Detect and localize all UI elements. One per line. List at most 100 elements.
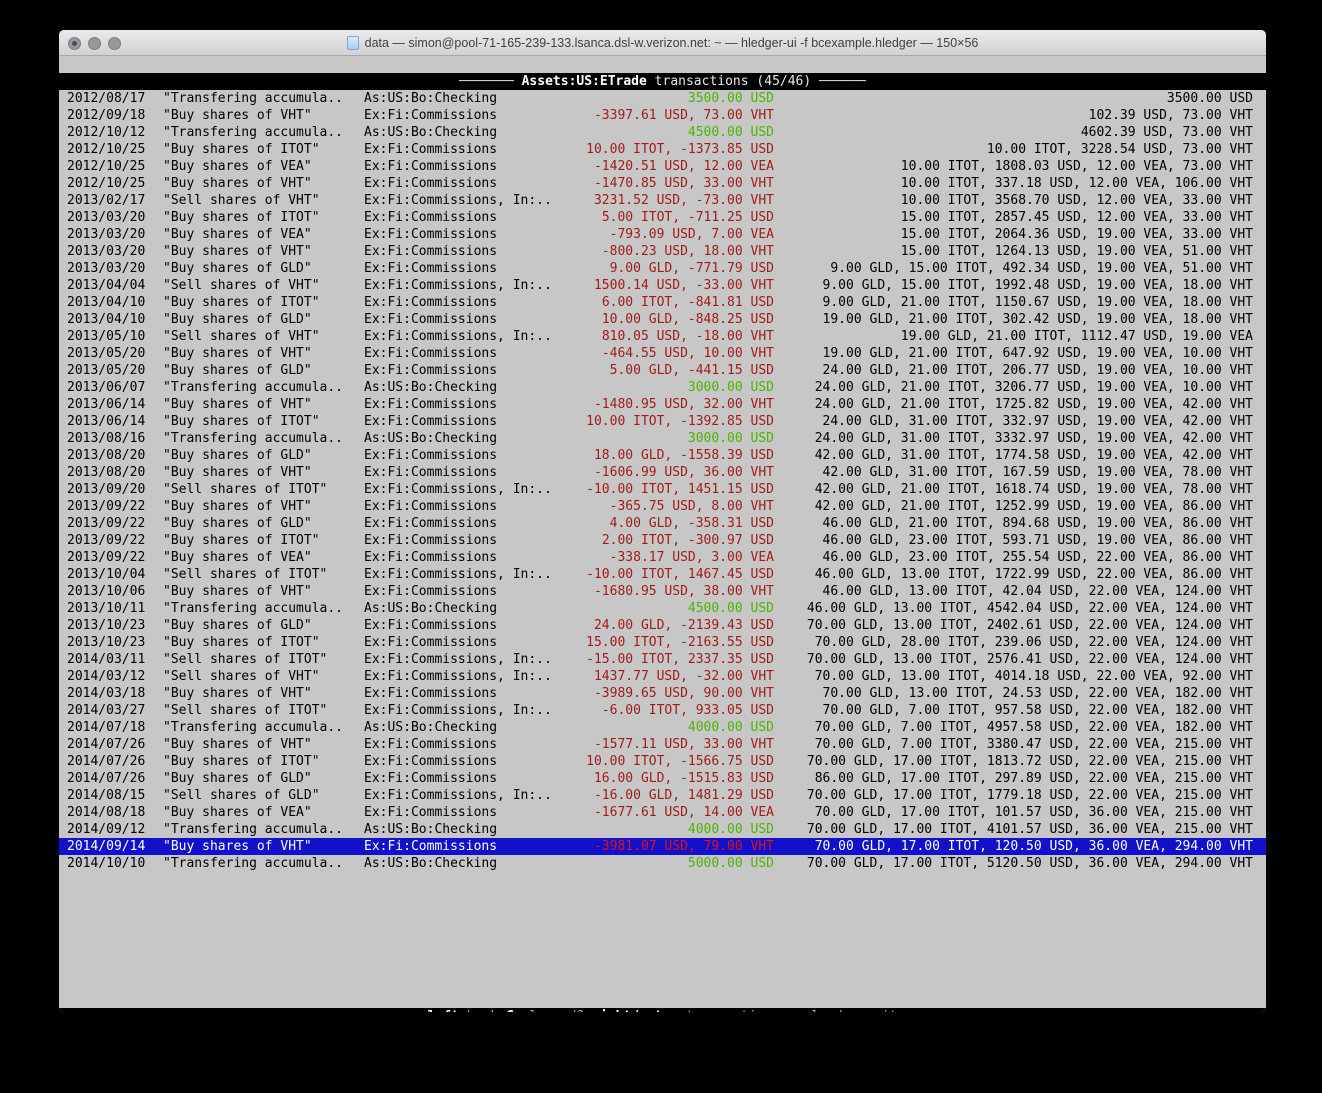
transaction-change-amount: -1680.95 USD, 38.00 VHT xyxy=(593,584,774,599)
transaction-other-account: Ex:Fi:Commissions, In:.. xyxy=(364,329,552,344)
transaction-running-balance: 9.00 GLD, 15.00 ITOT, 1992.48 USD, 19.00… xyxy=(822,278,1253,293)
transaction-running-balance: 10.00 ITOT, 3228.54 USD, 73.00 VHT xyxy=(986,142,1253,157)
transaction-row[interactable]: 2013/05/20 "Buy shares of VHT" Ex:Fi:Com… xyxy=(59,345,1266,362)
transaction-other-account: Ex:Fi:Commissions xyxy=(364,686,498,701)
transaction-other-account: Ex:Fi:Commissions xyxy=(364,465,498,480)
transaction-row[interactable]: 2013/10/06 "Buy shares of VHT" Ex:Fi:Com… xyxy=(59,583,1266,600)
close-button[interactable] xyxy=(68,37,81,50)
transaction-date: 2013/05/10 xyxy=(67,329,146,344)
transaction-change-amount: 10.00 GLD, -848.25 USD xyxy=(601,312,774,327)
transaction-other-account: Ex:Fi:Commissions xyxy=(364,159,498,174)
transaction-description: "Sell shares of ITOT" xyxy=(163,567,328,582)
transaction-running-balance: 46.00 GLD, 21.00 ITOT, 894.68 USD, 19.00… xyxy=(822,516,1253,531)
transaction-row[interactable]: 2014/07/18 "Transfering accumula.. As:US… xyxy=(59,719,1266,736)
transaction-row[interactable]: 2014/07/26 "Buy shares of ITOT" Ex:Fi:Co… xyxy=(59,753,1266,770)
transaction-row[interactable]: 2013/10/11 "Transfering accumula.. As:US… xyxy=(59,600,1266,617)
transaction-running-balance: 46.00 GLD, 13.00 ITOT, 42.04 USD, 22.00 … xyxy=(822,584,1253,599)
transaction-row[interactable]: 2013/05/20 "Buy shares of GLD" Ex:Fi:Com… xyxy=(59,362,1266,379)
transaction-change-amount: -1606.99 USD, 36.00 VHT xyxy=(593,465,774,480)
transaction-description: "Transfering accumula.. xyxy=(163,91,344,106)
transaction-description: "Buy shares of VEA" xyxy=(163,805,312,820)
transaction-row[interactable]: 2013/09/22 "Buy shares of VEA" Ex:Fi:Com… xyxy=(59,549,1266,566)
transaction-change-amount: 6.00 ITOT, -841.81 USD xyxy=(601,295,774,310)
footer-key-description: :transaction xyxy=(678,1009,780,1012)
transaction-date: 2014/03/12 xyxy=(67,669,146,684)
transaction-description: "Buy shares of VHT" xyxy=(163,176,312,191)
transaction-date: 2012/08/17 xyxy=(67,91,146,106)
transaction-running-balance: 9.00 GLD, 21.00 ITOT, 1150.67 USD, 19.00… xyxy=(822,295,1253,310)
transaction-row[interactable]: 2014/03/18 "Buy shares of VHT" Ex:Fi:Com… xyxy=(59,685,1266,702)
transaction-row[interactable]: 2014/08/18 "Buy shares of VEA" Ex:Fi:Com… xyxy=(59,804,1266,821)
transaction-row[interactable]: 2014/03/12 "Sell shares of VHT" Ex:Fi:Co… xyxy=(59,668,1266,685)
transaction-description: "Buy shares of ITOT" xyxy=(163,414,320,429)
transaction-row[interactable]: 2014/08/15 "Sell shares of GLD" Ex:Fi:Co… xyxy=(59,787,1266,804)
transaction-row[interactable]: 2012/09/18 "Buy shares of VHT" Ex:Fi:Com… xyxy=(59,107,1266,124)
transaction-running-balance: 19.00 GLD, 21.00 ITOT, 1112.47 USD, 19.0… xyxy=(900,329,1253,344)
transaction-row[interactable]: 2013/03/20 "Buy shares of ITOT" Ex:Fi:Co… xyxy=(59,209,1266,226)
transaction-row[interactable]: 2013/08/20 "Buy shares of VHT" Ex:Fi:Com… xyxy=(59,464,1266,481)
minimize-button[interactable] xyxy=(88,37,101,50)
transaction-row[interactable]: 2013/10/23 "Buy shares of ITOT" Ex:Fi:Co… xyxy=(59,634,1266,651)
transaction-row[interactable]: 2013/10/04 "Sell shares of ITOT" Ex:Fi:C… xyxy=(59,566,1266,583)
transaction-row[interactable]: 2013/03/20 "Buy shares of GLD" Ex:Fi:Com… xyxy=(59,260,1266,277)
transaction-row[interactable]: 2013/10/23 "Buy shares of GLD" Ex:Fi:Com… xyxy=(59,617,1266,634)
transaction-row[interactable]: 2014/03/27 "Sell shares of ITOT" Ex:Fi:C… xyxy=(59,702,1266,719)
transaction-other-account: Ex:Fi:Commissions xyxy=(364,499,498,514)
transaction-row[interactable]: 2013/09/22 "Buy shares of VHT" Ex:Fi:Com… xyxy=(59,498,1266,515)
transaction-date: 2014/10/10 xyxy=(67,856,146,871)
transaction-row[interactable]: 2013/04/10 "Buy shares of GLD" Ex:Fi:Com… xyxy=(59,311,1266,328)
transaction-row[interactable]: 2013/09/22 "Buy shares of ITOT" Ex:Fi:Co… xyxy=(59,532,1266,549)
transaction-running-balance: 70.00 GLD, 28.00 ITOT, 239.06 USD, 22.00… xyxy=(814,635,1253,650)
transaction-row[interactable]: 2014/10/10 "Transfering accumula.. As:US… xyxy=(59,855,1266,872)
transaction-date: 2013/09/22 xyxy=(67,533,146,548)
transaction-other-account: Ex:Fi:Commissions, In:.. xyxy=(364,703,552,718)
transaction-change-amount: 10.00 ITOT, -1392.85 USD xyxy=(586,414,774,429)
transaction-description: "Transfering accumula.. xyxy=(163,380,344,395)
transaction-other-account: As:US:Bo:Checking xyxy=(364,822,498,837)
transaction-row[interactable]: 2012/10/12 "Transfering accumula.. As:US… xyxy=(59,124,1266,141)
transaction-date: 2014/08/18 xyxy=(67,805,146,820)
transaction-change-amount: 3231.52 USD, -73.00 VHT xyxy=(593,193,774,208)
transaction-row[interactable]: 2013/08/16 "Transfering accumula.. As:US… xyxy=(59,430,1266,447)
transaction-row[interactable]: 2012/10/25 "Buy shares of ITOT" Ex:Fi:Co… xyxy=(59,141,1266,158)
transaction-row[interactable]: 2013/06/14 "Buy shares of VHT" Ex:Fi:Com… xyxy=(59,396,1266,413)
transaction-row[interactable]: 2013/03/20 "Buy shares of VEA" Ex:Fi:Com… xyxy=(59,226,1266,243)
transaction-change-amount: 18.00 GLD, -1558.39 USD xyxy=(593,448,774,463)
transaction-description: "Buy shares of GLD" xyxy=(163,516,312,531)
transaction-row[interactable]: 2014/07/26 "Buy shares of VHT" Ex:Fi:Com… xyxy=(59,736,1266,753)
footer-key-description: :quit xyxy=(858,1009,897,1012)
transaction-row[interactable]: 2014/09/12 "Transfering accumula.. As:US… xyxy=(59,821,1266,838)
footer-key-hints: left:back C:cleared? right/enter:transac… xyxy=(428,1008,898,1012)
transaction-row[interactable]: 2013/09/20 "Sell shares of ITOT" Ex:Fi:C… xyxy=(59,481,1266,498)
transaction-row[interactable]: 2012/08/17 "Transfering accumula.. As:US… xyxy=(59,90,1266,107)
transaction-change-amount: 24.00 GLD, -2139.43 USD xyxy=(593,618,774,633)
transaction-row[interactable]: 2013/06/14 "Buy shares of ITOT" Ex:Fi:Co… xyxy=(59,413,1266,430)
transaction-row[interactable]: 2012/10/25 "Buy shares of VEA" Ex:Fi:Com… xyxy=(59,158,1266,175)
transaction-description: "Buy shares of GLD" xyxy=(163,618,312,633)
transaction-row[interactable]: 2013/09/22 "Buy shares of GLD" Ex:Fi:Com… xyxy=(59,515,1266,532)
transaction-date: 2014/07/18 xyxy=(67,720,146,735)
transaction-date: 2013/03/20 xyxy=(67,244,146,259)
transaction-row[interactable]: 2014/09/14 "Buy shares of VHT" Ex:Fi:Com… xyxy=(59,838,1266,855)
transaction-row[interactable]: 2013/08/20 "Buy shares of GLD" Ex:Fi:Com… xyxy=(59,447,1266,464)
transaction-description: "Sell shares of VHT" xyxy=(163,278,320,293)
transaction-row[interactable]: 2013/06/07 "Transfering accumula.. As:US… xyxy=(59,379,1266,396)
transaction-register: 2012/08/17 "Transfering accumula.. As:US… xyxy=(59,90,1266,872)
title-bar[interactable]: data — simon@pool-71-165-239-133.lsanca.… xyxy=(59,30,1266,56)
transaction-row[interactable]: 2014/07/26 "Buy shares of GLD" Ex:Fi:Com… xyxy=(59,770,1266,787)
transaction-row[interactable]: 2014/03/11 "Sell shares of ITOT" Ex:Fi:C… xyxy=(59,651,1266,668)
transaction-row[interactable]: 2013/04/10 "Buy shares of ITOT" Ex:Fi:Co… xyxy=(59,294,1266,311)
document-icon xyxy=(346,36,359,50)
transaction-running-balance: 70.00 GLD, 7.00 ITOT, 4957.58 USD, 22.00… xyxy=(814,720,1253,735)
transaction-row[interactable]: 2013/03/20 "Buy shares of VHT" Ex:Fi:Com… xyxy=(59,243,1266,260)
transaction-date: 2013/10/23 xyxy=(67,618,146,633)
transaction-date: 2013/10/11 xyxy=(67,601,146,616)
transaction-row[interactable]: 2013/02/17 "Sell shares of VHT" Ex:Fi:Co… xyxy=(59,192,1266,209)
transaction-row[interactable]: 2013/05/10 "Sell shares of VHT" Ex:Fi:Co… xyxy=(59,328,1266,345)
transaction-date: 2012/10/12 xyxy=(67,125,146,140)
transaction-row[interactable]: 2013/04/04 "Sell shares of VHT" Ex:Fi:Co… xyxy=(59,277,1266,294)
transaction-description: "Sell shares of GLD" xyxy=(163,788,320,803)
transaction-date: 2013/09/22 xyxy=(67,516,146,531)
transaction-row[interactable]: 2012/10/25 "Buy shares of VHT" Ex:Fi:Com… xyxy=(59,175,1266,192)
zoom-button[interactable] xyxy=(108,37,121,50)
